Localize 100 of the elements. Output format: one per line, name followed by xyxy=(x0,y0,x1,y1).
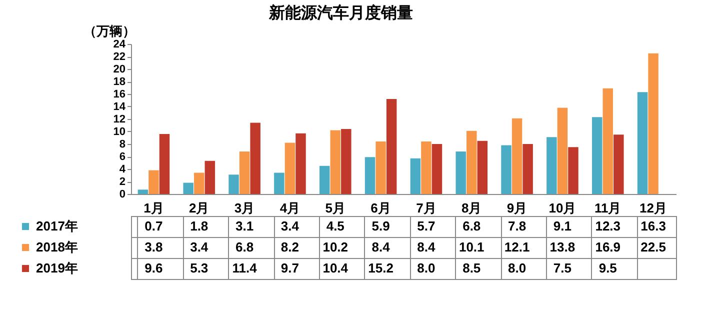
bar xyxy=(421,142,432,194)
y-tick-label: 0 xyxy=(119,188,126,200)
y-tick-label: 14 xyxy=(113,101,126,113)
data-label: 15.2 xyxy=(368,260,394,276)
bar xyxy=(183,182,194,194)
data-label: 8.4 xyxy=(417,240,436,254)
bar xyxy=(614,134,624,194)
data-label: 10.2 xyxy=(322,240,348,254)
bar xyxy=(501,145,512,194)
data-label: 3.1 xyxy=(236,218,254,234)
y-tick-label: 22 xyxy=(113,51,126,63)
x-tick-label: 11月 xyxy=(594,200,622,216)
x-tick-label: 10月 xyxy=(548,200,576,216)
legend-label: 2017年 xyxy=(36,218,78,234)
data-label: 3.8 xyxy=(144,240,163,254)
data-label: 5.7 xyxy=(417,218,436,234)
y-tick-label: 12 xyxy=(113,114,126,126)
bar xyxy=(204,160,216,194)
data-label: 5.9 xyxy=(372,218,390,234)
x-tick-label: 2月 xyxy=(189,200,210,216)
data-label: 5.3 xyxy=(190,260,208,276)
bar xyxy=(456,152,466,194)
data-label: 9.5 xyxy=(598,260,617,276)
data-label: 13.8 xyxy=(550,240,576,254)
y-tick-label: 2 xyxy=(119,176,126,188)
legend-label: 2019年 xyxy=(36,260,78,276)
data-label: 16.9 xyxy=(595,240,621,254)
x-tick-label: 12月 xyxy=(640,200,668,216)
x-tick-label: 4月 xyxy=(280,200,300,216)
bar xyxy=(364,157,376,194)
data-label: 9.7 xyxy=(280,260,299,276)
bar xyxy=(557,108,568,194)
bar xyxy=(274,172,284,194)
x-tick-label: 6月 xyxy=(370,200,391,216)
x-tick-label: 1月 xyxy=(144,200,164,216)
bar xyxy=(477,140,488,194)
y-tick-label: 10 xyxy=(113,126,126,138)
bar xyxy=(228,174,239,194)
y-tick-label: 16 xyxy=(113,88,126,100)
x-tick-label: 5月 xyxy=(325,200,346,216)
y-tick-label: 20 xyxy=(113,64,126,76)
bar xyxy=(637,92,648,194)
data-label: 6.8 xyxy=(462,218,481,234)
data-label: 12.1 xyxy=(504,240,530,254)
data-label: 8.2 xyxy=(280,240,299,254)
bar xyxy=(432,144,442,194)
data-label: 8.4 xyxy=(372,240,391,254)
data-label: 9.1 xyxy=(553,218,572,234)
data-label: 10.1 xyxy=(458,240,484,254)
bar xyxy=(159,134,170,194)
bar xyxy=(648,53,658,194)
bar xyxy=(602,88,613,194)
x-tick-label: 7月 xyxy=(416,200,436,216)
data-label: 8.0 xyxy=(508,260,526,276)
x-tick-label: 8月 xyxy=(462,200,482,216)
chart-title: 新能源汽车月度销量 xyxy=(268,3,413,22)
bar xyxy=(250,122,260,194)
bar xyxy=(546,137,557,194)
x-tick-label: 9月 xyxy=(506,200,528,216)
data-label: 3.4 xyxy=(280,218,300,234)
data-label: 11.4 xyxy=(232,260,258,276)
data-label: 8.5 xyxy=(462,260,481,276)
data-label: 9.6 xyxy=(144,260,163,276)
data-label: 3.4 xyxy=(190,240,209,254)
bar xyxy=(138,190,148,194)
y-tick-label: 24 xyxy=(113,38,126,50)
data-label: 7.8 xyxy=(508,218,526,234)
data-label: 8.0 xyxy=(417,260,436,276)
bar xyxy=(522,144,533,194)
data-label: 1.8 xyxy=(190,218,208,234)
y-tick-label: 18 xyxy=(113,76,126,88)
bar xyxy=(330,130,340,194)
bar xyxy=(410,158,421,194)
data-label: 22.5 xyxy=(640,240,666,254)
bar xyxy=(319,166,330,194)
data-label: 0.7 xyxy=(144,218,163,234)
bar xyxy=(239,152,250,194)
bar xyxy=(592,117,602,194)
bar xyxy=(466,130,477,194)
bar xyxy=(284,142,296,194)
data-label: 16.3 xyxy=(640,218,666,234)
bar xyxy=(341,129,352,194)
x-tick-label: 3月 xyxy=(234,200,255,216)
data-label: 10.4 xyxy=(322,260,349,276)
data-label: 6.8 xyxy=(236,240,254,254)
bar xyxy=(296,133,306,194)
data-label: 4.5 xyxy=(326,218,344,234)
bar xyxy=(386,99,397,194)
data-label: 7.5 xyxy=(553,260,572,276)
bar xyxy=(376,142,386,194)
y-tick-label: 8 xyxy=(119,138,126,150)
data-label: 12.3 xyxy=(595,218,621,234)
bar xyxy=(194,172,204,194)
y-axis-title: （万辆） xyxy=(84,24,136,38)
bar xyxy=(512,118,522,194)
y-tick-label: 4 xyxy=(119,164,126,176)
bar xyxy=(568,147,578,194)
y-tick-label: 6 xyxy=(119,151,126,163)
legend-label: 2018年 xyxy=(36,240,78,254)
bar xyxy=(148,170,159,194)
